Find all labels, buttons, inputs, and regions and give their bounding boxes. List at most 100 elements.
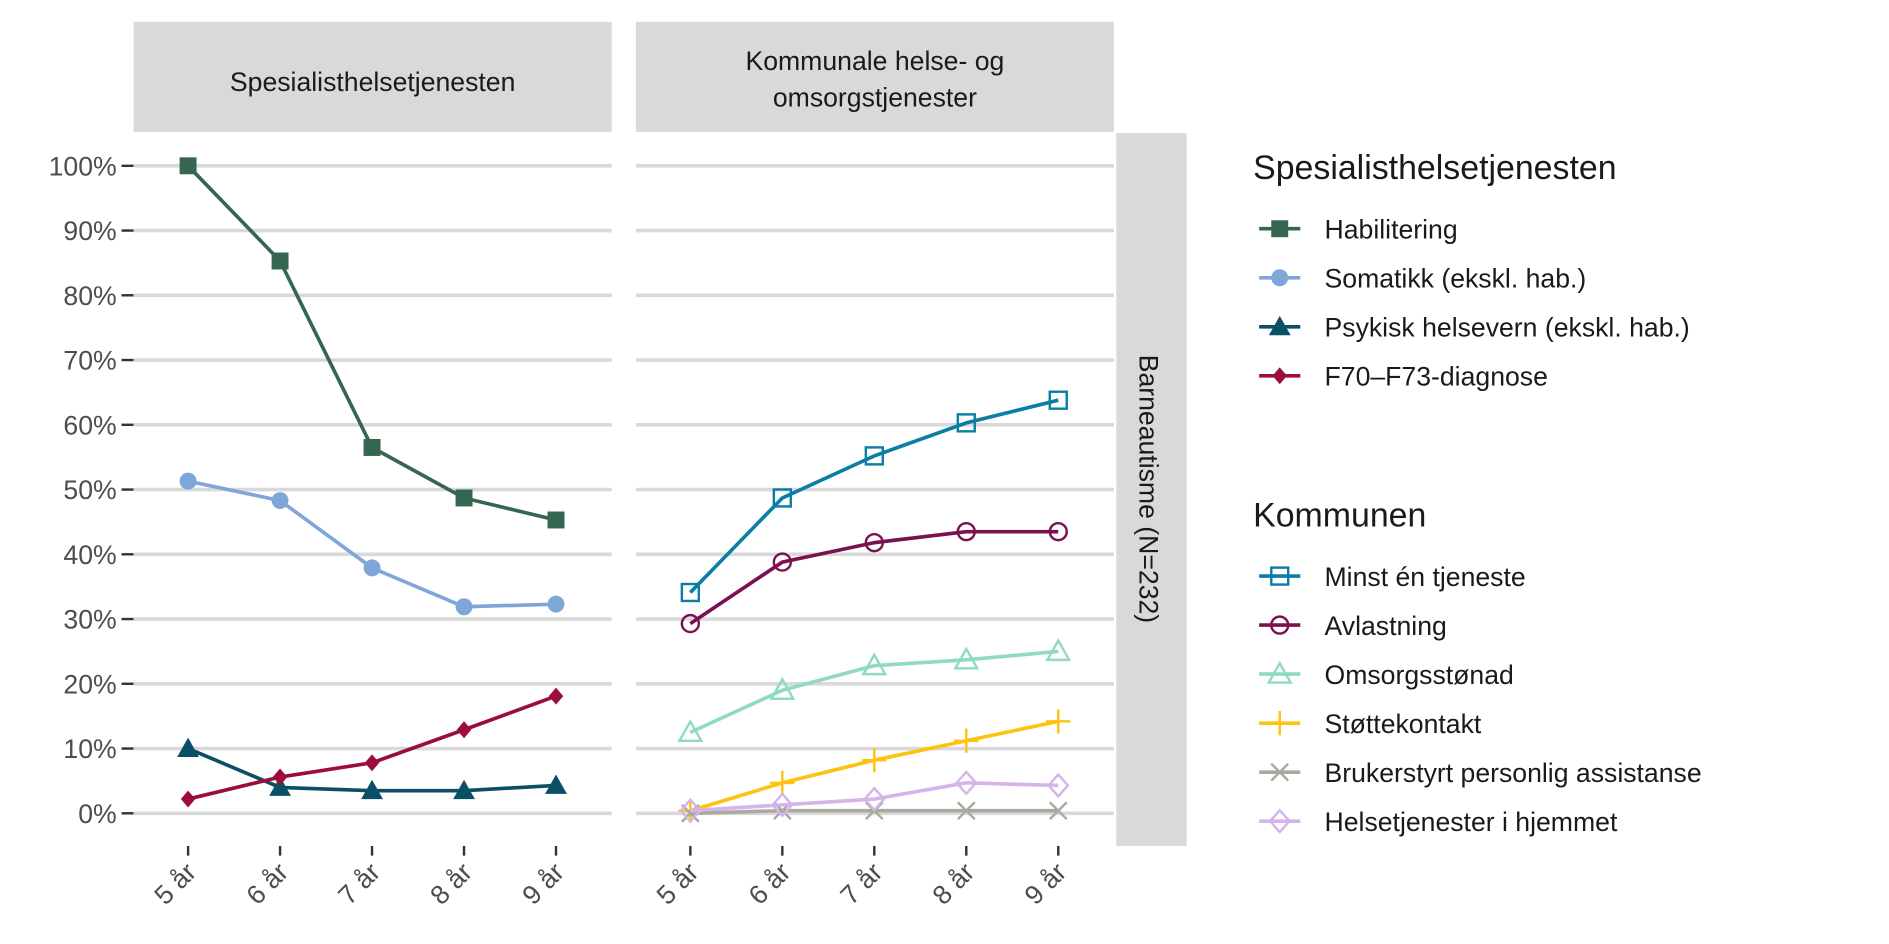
data-point: [772, 488, 793, 508]
panel-strip: [635, 21, 1114, 132]
series-line: [689, 398, 1059, 594]
x-tick-label: 6 år: [743, 857, 797, 911]
data-point: [269, 776, 291, 796]
data-point: [679, 797, 702, 824]
data-point: [271, 492, 289, 510]
data-point: [1048, 390, 1068, 410]
y-tick-label: 20%: [63, 669, 116, 699]
data-point: [861, 652, 888, 676]
series-line: [187, 479, 557, 609]
y-tick-label: 40%: [63, 540, 116, 570]
series-st-ttekontakt: [678, 709, 1071, 823]
data-point: [680, 582, 701, 603]
series-helsetjenester-i-hjemmet: [679, 770, 1070, 824]
data-point: [680, 613, 701, 634]
x-tick-label: 5 år: [148, 857, 202, 911]
data-point: [769, 676, 796, 700]
legend-item: F70–F73-diagnose: [1259, 361, 1548, 391]
data-point: [1045, 638, 1072, 662]
x-tick-label: 6 år: [240, 857, 294, 911]
data-point: [956, 801, 976, 821]
data-point: [956, 521, 976, 542]
series-line: [690, 781, 1059, 813]
data-point: [772, 552, 793, 572]
data-point: [547, 511, 565, 529]
series-f70-f73-diagnose: [180, 687, 564, 808]
legend-key-marker: [1271, 220, 1289, 238]
legend-label: Brukerstyrt personlig assistanse: [1325, 758, 1702, 788]
row-strip: [1116, 133, 1187, 846]
x-tick-label: 7 år: [835, 857, 889, 911]
data-point: [864, 446, 884, 466]
data-point: [455, 598, 473, 616]
panel-title: Spesialisthelsetjenesten: [230, 67, 516, 97]
legend-label: Habilitering: [1325, 214, 1458, 244]
panel-title: omsorgstjenester: [773, 83, 977, 113]
legend-key-marker: [1270, 615, 1290, 635]
data-point: [771, 792, 794, 818]
data-point: [272, 768, 288, 786]
legend-item: Avlastning: [1259, 611, 1447, 641]
data-point: [363, 559, 381, 577]
data-point: [956, 413, 976, 433]
y-tick-label: 60%: [63, 410, 116, 440]
series-line: [689, 529, 1059, 626]
data-point: [363, 438, 381, 456]
data-point: [863, 786, 886, 812]
row-strip-label: Barneautisme (N=232): [1133, 355, 1163, 623]
legend-key-marker: [1268, 808, 1292, 834]
series-minst-n-tjeneste: [680, 390, 1068, 603]
y-tick-label: 50%: [63, 475, 116, 505]
y-tick-label: 90%: [63, 216, 116, 246]
series-line: [689, 649, 1059, 735]
legend-key-marker: [1266, 660, 1293, 684]
series-somatikk-ekskl-hab-: [179, 472, 565, 616]
data-point: [862, 748, 887, 773]
panel-title: Kommunale helse- og: [745, 46, 1004, 76]
y-tick-label: 100%: [49, 151, 117, 181]
x-tick-label: 8 år: [424, 857, 478, 911]
series-brukerstyrt-personlig-assistanse: [681, 801, 1068, 823]
legend-item: Støttekontakt: [1259, 709, 1482, 739]
legend-label: Helsetjenester i hjemmet: [1325, 807, 1618, 837]
x-tick-label: 7 år: [332, 857, 386, 911]
series-habilitering: [179, 157, 565, 529]
legend-item: Helsetjenester i hjemmet: [1259, 807, 1618, 837]
x-tick-label: 8 år: [927, 857, 981, 911]
data-point: [547, 595, 565, 613]
data-point: [453, 779, 475, 800]
legend-label: Omsorgsstønad: [1325, 660, 1514, 690]
legend-label: Psykisk helsevern (ekskl. hab.): [1325, 312, 1690, 342]
data-point: [864, 532, 884, 553]
y-tick-label: 10%: [63, 734, 116, 764]
x-tick-label: 9 år: [516, 857, 570, 911]
data-point: [545, 774, 567, 794]
data-point: [179, 472, 197, 490]
legend-key-marker: [1271, 269, 1289, 287]
legend-item: Somatikk (ekskl. hab.): [1259, 263, 1586, 293]
legend-key-marker: [1272, 367, 1288, 385]
series-omsorgsst-nad: [677, 638, 1072, 743]
x-tick-label: 5 år: [651, 857, 705, 911]
legend-item: Psykisk helsevern (ekskl. hab.): [1259, 312, 1690, 342]
legend-label: Somatikk (ekskl. hab.): [1325, 263, 1587, 293]
data-point: [361, 779, 383, 800]
legend-label: F70–F73-diagnose: [1325, 361, 1548, 391]
data-point: [1046, 709, 1071, 734]
data-point: [1048, 521, 1068, 542]
legend-title: Spesialisthelsetjenesten: [1253, 149, 1616, 187]
data-point: [456, 721, 472, 739]
data-point: [954, 728, 979, 753]
y-tick-label: 70%: [63, 346, 116, 376]
data-point: [677, 718, 704, 743]
legend-key-marker: [1270, 762, 1290, 782]
series-psykisk-helsevern-ekskl-hab-: [177, 737, 567, 800]
legend-item: Omsorgsstønad: [1259, 660, 1514, 690]
y-tick-label: 30%: [63, 605, 116, 635]
data-point: [770, 770, 795, 795]
data-point: [953, 646, 980, 670]
legend-key-marker: [1267, 711, 1292, 736]
data-point: [1048, 801, 1068, 821]
y-tick-label: 0%: [78, 799, 116, 829]
legend-label: Støttekontakt: [1325, 709, 1482, 739]
